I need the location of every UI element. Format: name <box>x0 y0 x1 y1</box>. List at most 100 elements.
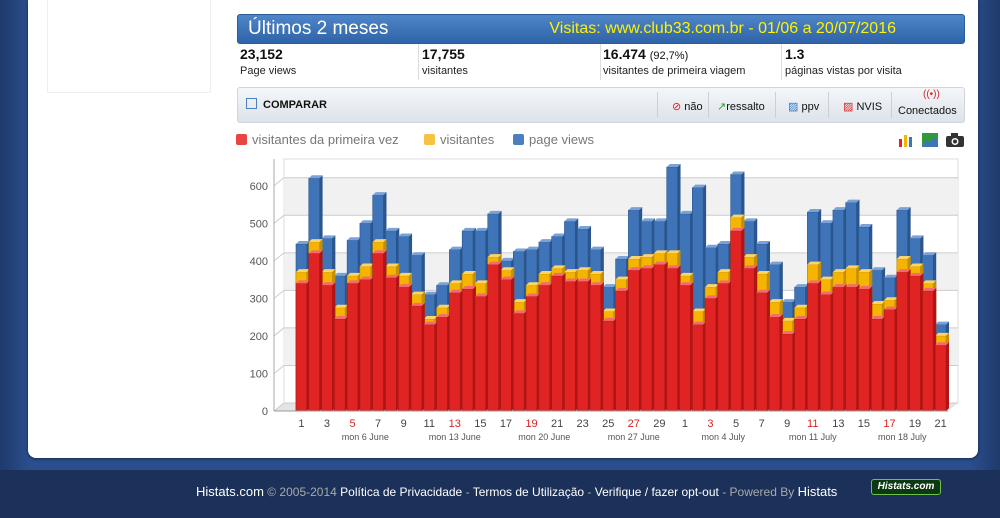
ppv-button[interactable]: ▨ ppv <box>775 92 828 118</box>
x-tick-label: 1 <box>682 418 688 430</box>
bar-top <box>909 263 924 267</box>
bar-group <box>640 265 655 412</box>
bar-top <box>436 282 451 286</box>
bar-top <box>526 282 540 286</box>
bar-top <box>372 192 387 196</box>
filter-no-button[interactable]: ⊘ não <box>657 92 708 118</box>
nvis-button[interactable]: ▨ NVIS <box>828 92 891 118</box>
bar-top <box>487 210 502 214</box>
legend-swatch <box>424 134 435 145</box>
bar-group <box>743 265 758 412</box>
bar <box>513 313 525 412</box>
stat-label: visitantes de primeira viagem <box>603 65 746 77</box>
bar-top <box>666 265 681 269</box>
x-tick-label: 13 <box>832 418 844 430</box>
bar-group <box>423 321 438 412</box>
bar-top <box>372 250 387 254</box>
bar <box>781 333 793 412</box>
bar <box>934 345 947 412</box>
x-tick-label: 7 <box>375 418 381 430</box>
footer-optout-link[interactable]: Verifique / fazer opt-out <box>594 485 719 499</box>
histats-badge[interactable]: Histats.com <box>871 479 941 495</box>
bar-top <box>538 239 553 243</box>
bar-group <box>359 276 374 412</box>
bar-group <box>538 282 553 412</box>
bar-top <box>321 269 336 273</box>
bar-group <box>487 261 502 412</box>
bar-top <box>577 225 592 229</box>
bar-top <box>577 267 592 271</box>
chart-toolbar: COMPARAR ⊘ não ↗ressalto ▨ ppv ▨ NVIS ((… <box>237 87 965 123</box>
bar <box>755 292 768 412</box>
bar-top <box>615 276 630 280</box>
no-icon: ⊘ <box>672 101 682 113</box>
grid-line <box>273 289 285 299</box>
x-tick-label: 15 <box>474 418 486 430</box>
bar-top <box>896 255 911 259</box>
bar-top <box>538 270 553 274</box>
bar-top <box>564 218 579 222</box>
bar-top <box>717 240 732 244</box>
week-label: mon 13 June <box>429 432 481 442</box>
footer-links: Histats.com © 2005-2014 Política de Priv… <box>196 484 838 499</box>
stat-value: 1.3 <box>785 46 805 62</box>
bar-top <box>679 272 694 276</box>
camera-icon[interactable] <box>946 133 964 147</box>
bar-top <box>769 299 783 303</box>
bar-top <box>551 233 566 237</box>
area-chart-icon[interactable] <box>922 133 938 147</box>
bar <box>538 284 550 412</box>
bar-group <box>474 293 489 412</box>
bar-top <box>474 227 489 231</box>
bar-group <box>692 321 707 412</box>
footer-terms-link[interactable]: Termos de Utilização <box>472 485 585 499</box>
stat-label: visitantes <box>422 65 468 77</box>
bar-top <box>436 314 451 318</box>
grid-line <box>273 402 285 412</box>
bar-group <box>500 276 515 412</box>
bar-group <box>346 280 361 412</box>
x-tick-label: 19 <box>525 418 537 430</box>
legend-item-visitors[interactable]: visitantes <box>424 132 494 147</box>
bar-top <box>730 227 745 231</box>
legend-item-first-visitors[interactable]: visitantes da primeira vez <box>236 132 399 147</box>
bar-group <box>858 286 873 412</box>
bar-top <box>296 269 310 273</box>
bar-top <box>794 304 809 308</box>
bar-top <box>411 302 425 306</box>
bar-group <box>564 278 579 412</box>
period-header: Últimos 2 meses Visitas: www.club33.com.… <box>237 14 965 44</box>
bar-top <box>935 342 949 346</box>
footer-brand-link[interactable]: Histats <box>797 484 838 499</box>
bar <box>896 271 908 412</box>
bar-top <box>564 278 579 282</box>
bar <box>743 268 755 412</box>
bar-top <box>590 246 604 250</box>
bar-group <box>704 295 719 412</box>
x-tick-label: 7 <box>759 418 765 430</box>
stat-value: 17,755 <box>422 46 465 62</box>
bar-chart-icon[interactable] <box>898 133 914 147</box>
bar <box>679 284 691 412</box>
bounce-button[interactable]: ↗ressalto <box>708 92 775 118</box>
compare-button[interactable]: COMPARAR <box>246 98 327 111</box>
week-label: mon 4 July <box>702 432 746 442</box>
bar-top <box>705 244 719 248</box>
bar <box>589 284 602 412</box>
bar-top <box>359 276 374 280</box>
footer-site-link[interactable]: Histats.com <box>196 484 264 499</box>
x-tick-label: 29 <box>653 418 665 430</box>
x-tick-label: 3 <box>707 418 713 430</box>
bar <box>730 230 742 412</box>
bar-top <box>935 321 949 325</box>
legend-item-page-views[interactable]: page views <box>513 132 594 147</box>
bar-top <box>526 246 540 250</box>
online-button[interactable]: ((•)) Conectados <box>891 89 964 118</box>
bar-top <box>487 254 502 258</box>
bar-group <box>525 293 540 412</box>
footer-privacy-link[interactable]: Política de Privacidade <box>340 485 463 499</box>
bar-top <box>628 255 643 259</box>
x-tick-label: 1 <box>298 418 304 430</box>
bar-top <box>411 291 425 295</box>
bar <box>909 275 921 412</box>
